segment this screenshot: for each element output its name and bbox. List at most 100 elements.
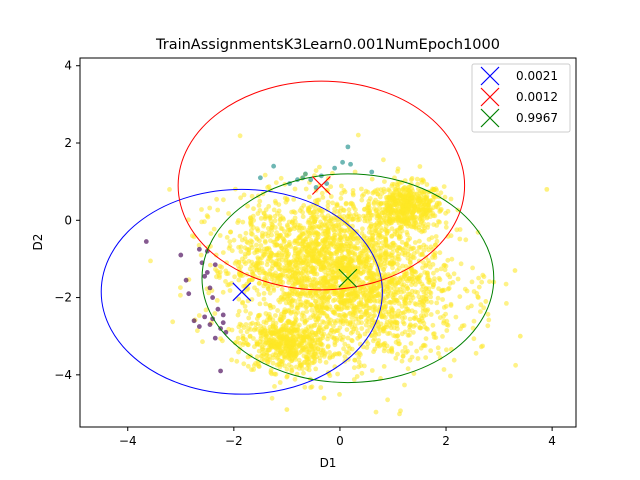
- data-point: [240, 219, 246, 225]
- data-point: [220, 312, 226, 318]
- data-point: [238, 195, 244, 201]
- data-point: [302, 384, 308, 390]
- data-point: [352, 169, 358, 175]
- data-point: [408, 341, 414, 346]
- data-point: [377, 232, 383, 238]
- data-point: [267, 214, 273, 219]
- data-point: [345, 291, 351, 297]
- data-point: [214, 298, 220, 303]
- data-point: [311, 249, 316, 254]
- data-point: [228, 229, 234, 235]
- data-point: [261, 211, 267, 216]
- data-point: [245, 203, 251, 209]
- data-point: [258, 243, 264, 248]
- data-point: [384, 284, 390, 290]
- data-point: [236, 349, 241, 355]
- data-point: [277, 221, 283, 227]
- data-point: [386, 187, 391, 193]
- data-point: [265, 356, 271, 362]
- data-point: [183, 277, 189, 283]
- data-point: [397, 411, 402, 417]
- data-point: [372, 336, 377, 342]
- data-point: [226, 211, 232, 216]
- data-point: [346, 263, 351, 269]
- data-point: [371, 276, 376, 282]
- data-point: [236, 259, 242, 265]
- data-point: [284, 374, 290, 380]
- data-point: [390, 246, 396, 252]
- data-point: [349, 346, 355, 352]
- data-point: [304, 253, 309, 258]
- data-point: [292, 274, 298, 280]
- data-point: [262, 238, 268, 244]
- data-point: [349, 200, 354, 206]
- data-point: [395, 287, 401, 292]
- data-point: [428, 299, 434, 305]
- data-point: [356, 364, 362, 370]
- data-point: [373, 248, 379, 254]
- data-point: [259, 357, 265, 362]
- data-point: [202, 314, 208, 320]
- x-axis-label: D1: [320, 456, 337, 470]
- data-point: [340, 159, 345, 165]
- data-point: [322, 251, 327, 256]
- data-point: [274, 362, 280, 368]
- data-point: [350, 216, 356, 222]
- data-point: [397, 341, 402, 347]
- data-point: [440, 334, 445, 339]
- data-point: [289, 364, 294, 370]
- data-point: [285, 296, 290, 301]
- data-point: [336, 350, 342, 356]
- data-point: [418, 188, 423, 194]
- data-point: [303, 171, 308, 177]
- data-point: [307, 332, 313, 338]
- data-point: [434, 238, 440, 244]
- data-point: [292, 210, 298, 216]
- data-point: [266, 256, 272, 262]
- data-point: [339, 299, 344, 305]
- y-tick-label: −4: [54, 368, 72, 382]
- data-point: [485, 323, 491, 329]
- data-point: [371, 313, 376, 319]
- data-point: [381, 157, 386, 163]
- data-point: [289, 358, 295, 363]
- data-point: [348, 244, 354, 250]
- data-point: [240, 299, 246, 305]
- data-point: [373, 409, 379, 415]
- data-point: [486, 317, 492, 323]
- data-point: [364, 309, 370, 314]
- data-point: [461, 323, 467, 328]
- data-point: [328, 251, 333, 256]
- data-point: [312, 341, 318, 346]
- data-point: [286, 318, 292, 324]
- data-point: [277, 347, 283, 353]
- data-point: [289, 259, 295, 265]
- data-point: [397, 195, 402, 201]
- data-point: [330, 227, 336, 233]
- data-point: [308, 289, 313, 294]
- data-point: [269, 395, 275, 401]
- data-point: [258, 216, 264, 221]
- data-point: [324, 181, 330, 186]
- data-point: [196, 242, 202, 248]
- data-point: [303, 269, 309, 274]
- data-point: [417, 325, 423, 331]
- data-point: [387, 330, 392, 336]
- data-point: [442, 194, 448, 200]
- data-point: [308, 177, 314, 183]
- data-point: [314, 209, 320, 215]
- data-point: [414, 348, 419, 354]
- data-point: [417, 215, 422, 221]
- data-point: [396, 301, 402, 306]
- data-point: [313, 168, 319, 174]
- data-point: [257, 280, 262, 286]
- data-point: [261, 296, 267, 302]
- data-point: [303, 186, 309, 192]
- data-point: [276, 208, 282, 214]
- data-point: [389, 281, 395, 287]
- data-point: [402, 382, 407, 388]
- data-point: [363, 289, 369, 295]
- data-point: [300, 258, 306, 263]
- data-point: [237, 133, 243, 139]
- data-point: [257, 301, 263, 307]
